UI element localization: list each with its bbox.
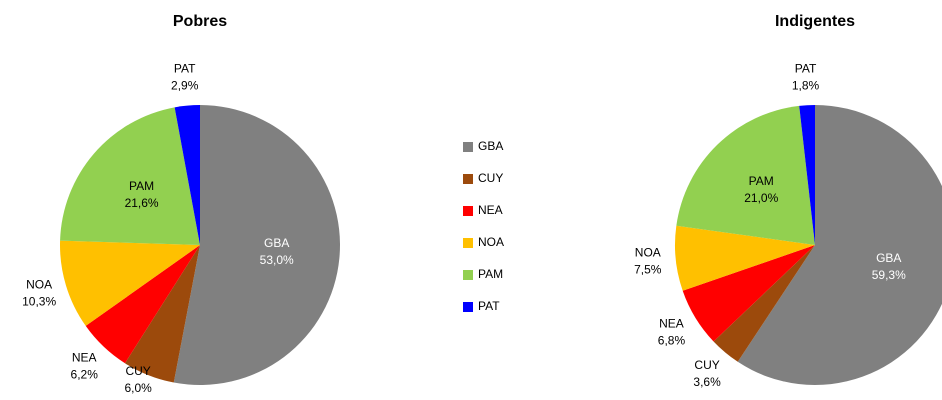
slice-value: 6,0% [124,381,152,395]
pie-slice [60,240,200,326]
legend-label: NOA [478,235,504,249]
chart-title: Indigentes [775,13,855,30]
legend-swatch [463,142,473,152]
pie-slice [124,245,200,383]
slice-value: 10,3% [22,295,56,309]
legend-swatch [463,206,473,216]
slice-value: 2,9% [171,79,199,93]
slice-category: NOA [635,246,661,260]
slice-category: CUY [694,358,719,372]
pie-slice [174,105,200,245]
slice-label: PAT 1,8% [792,61,820,92]
legend-swatch [463,174,473,184]
slice-value: 21,6% [125,196,159,210]
pie-slice [799,105,815,245]
legend-label: GBA [478,139,503,153]
chart-title: Pobres [173,13,227,30]
slice-label: NEA 6,8% [658,317,686,348]
slice-value: 1,8% [792,78,820,92]
pie-slice [682,245,815,342]
slice-label: NOA 10,3% [22,278,56,309]
slice-value: 6,2% [71,368,99,382]
legend-label: NEA [478,203,503,217]
slice-value: 59,3% [872,268,906,282]
pie-slice [85,245,200,364]
slice-label: NEA 6,2% [71,351,99,382]
legend-swatch [463,270,473,280]
slice-label: CUY 3,6% [693,358,721,389]
slice-value: 7,5% [634,263,662,277]
slice-category: NEA [72,351,97,365]
pie-slice [676,105,815,246]
pie-slice [713,245,815,362]
slice-category: PAM [749,174,774,188]
slice-label: GBA 53,0% [260,236,294,267]
slice-category: GBA [876,251,901,265]
slice-label: PAM 21,6% [125,179,159,210]
slice-label: GBA 59,3% [872,251,906,282]
pie-slice [737,105,942,385]
slice-category: PAT [174,62,196,76]
slice-category: PAM [129,179,154,193]
slice-category: NEA [659,317,684,331]
pie-slice [173,105,341,385]
slice-category: GBA [264,236,289,250]
slice-value: 53,0% [260,253,294,267]
legend-label: PAM [478,267,503,281]
pie-slice [675,225,815,291]
slice-value: 3,6% [693,375,721,389]
legend-swatch [463,302,473,312]
slice-label: PAM 21,0% [744,174,778,205]
slice-label: CUY 6,0% [124,364,152,395]
pie-slice [60,107,201,245]
slice-label: PAT 2,9% [171,62,199,93]
legend-label: PAT [478,299,500,313]
slice-value: 6,8% [658,334,686,348]
legend-label: CUY [478,171,503,185]
slice-value: 21,0% [744,191,778,205]
slice-category: NOA [26,278,52,292]
legend-swatch [463,238,473,248]
slice-label: NOA 7,5% [634,246,662,277]
slice-category: CUY [125,364,150,378]
slice-category: PAT [795,61,817,75]
